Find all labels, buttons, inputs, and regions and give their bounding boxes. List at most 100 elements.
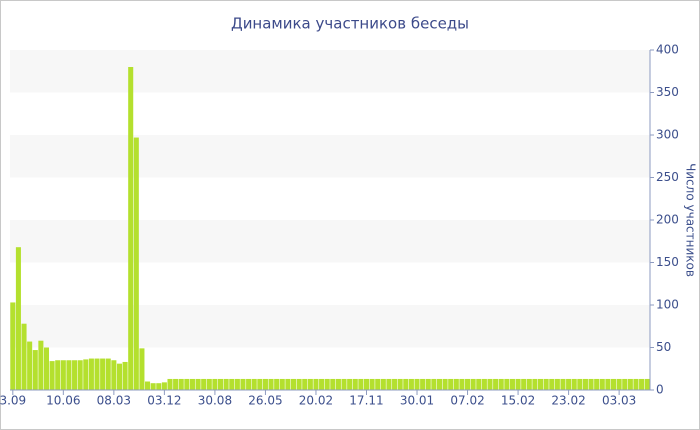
- bar: [605, 378, 611, 390]
- y-tick-label: 100: [656, 298, 679, 312]
- bar: [560, 378, 566, 390]
- bar: [319, 378, 325, 390]
- bar: [88, 358, 94, 390]
- x-tick-label: 03.12: [147, 394, 181, 408]
- bar: [459, 378, 465, 390]
- bar: [363, 378, 370, 390]
- x-tick-label: 30.08: [198, 394, 232, 408]
- bar: [156, 383, 162, 390]
- x-tick-label: 30.01: [400, 394, 434, 408]
- bar: [38, 340, 44, 390]
- x-tick-label: 07.02: [450, 394, 484, 408]
- bar: [504, 378, 510, 390]
- bar: [577, 378, 583, 390]
- bar: [116, 363, 122, 390]
- bar: [206, 378, 212, 390]
- bar: [436, 378, 442, 390]
- bar: [554, 378, 560, 390]
- x-tick-label: 26.05: [248, 394, 282, 408]
- grid-band: [10, 220, 650, 263]
- bar: [262, 378, 268, 390]
- bar: [173, 378, 179, 390]
- bar: [83, 359, 89, 390]
- bar: [493, 378, 499, 390]
- bar: [341, 378, 347, 390]
- bar: [448, 378, 454, 390]
- x-tick-label: 20.02: [299, 394, 333, 408]
- bar: [15, 247, 21, 390]
- bar: [234, 378, 240, 390]
- x-tick-label: 3.09: [0, 394, 26, 408]
- bar: [633, 378, 639, 390]
- bar: [431, 378, 437, 390]
- bar: [223, 378, 229, 390]
- bar: [610, 378, 617, 390]
- bar: [594, 378, 600, 390]
- bar: [184, 378, 190, 390]
- bar: [375, 378, 381, 390]
- bar: [358, 378, 364, 390]
- bar: [313, 378, 319, 390]
- y-tick-label: 350: [656, 85, 679, 99]
- bar: [622, 378, 628, 390]
- bar: [566, 378, 572, 390]
- bar: [268, 378, 274, 390]
- bar: [189, 378, 195, 390]
- bar: [588, 378, 594, 390]
- bar: [60, 360, 66, 390]
- bar: [599, 378, 605, 390]
- bar: [212, 378, 218, 390]
- bar: [43, 347, 50, 390]
- bar: [386, 378, 392, 390]
- bar: [195, 378, 201, 390]
- bar: [352, 378, 358, 390]
- bar: [201, 378, 207, 390]
- bar: [515, 378, 521, 390]
- bar: [582, 378, 588, 390]
- bar: [240, 378, 246, 390]
- bar: [279, 378, 285, 390]
- bar: [77, 360, 83, 390]
- bar: [420, 378, 426, 390]
- y-tick-label: 50: [656, 340, 671, 354]
- bar: [408, 378, 414, 390]
- bar: [111, 360, 117, 390]
- y-tick-label: 400: [656, 43, 679, 57]
- bar: [72, 360, 78, 390]
- bar: [10, 302, 16, 390]
- bar: [627, 378, 633, 390]
- bar: [66, 360, 72, 390]
- bar: [257, 378, 263, 390]
- y-tick-label: 250: [656, 170, 679, 184]
- bar: [549, 378, 555, 390]
- bar: [128, 67, 134, 390]
- bar: [100, 358, 106, 390]
- bar: [335, 378, 341, 390]
- grid-band: [10, 135, 650, 178]
- bar: [509, 378, 515, 390]
- bar: [133, 137, 139, 390]
- bar: [122, 361, 128, 390]
- bar: [616, 378, 622, 390]
- bar: [481, 378, 487, 390]
- bar: [465, 378, 471, 390]
- y-axis-label: Число участников: [684, 163, 698, 277]
- y-tick-label: 0: [656, 383, 664, 397]
- bar: [380, 378, 386, 390]
- bar: [178, 378, 184, 390]
- bar: [290, 378, 297, 390]
- bar: [498, 378, 504, 390]
- bar: [425, 378, 431, 390]
- y-tick-label: 150: [656, 255, 679, 269]
- bar: [470, 378, 476, 390]
- bar: [105, 358, 111, 390]
- bar: [403, 378, 409, 390]
- bar: [532, 378, 538, 390]
- y-tick-label: 200: [656, 213, 679, 227]
- bar: [32, 350, 38, 390]
- grid-band: [10, 305, 650, 348]
- bar: [285, 378, 291, 390]
- bar: [139, 348, 145, 390]
- bar: [369, 378, 375, 390]
